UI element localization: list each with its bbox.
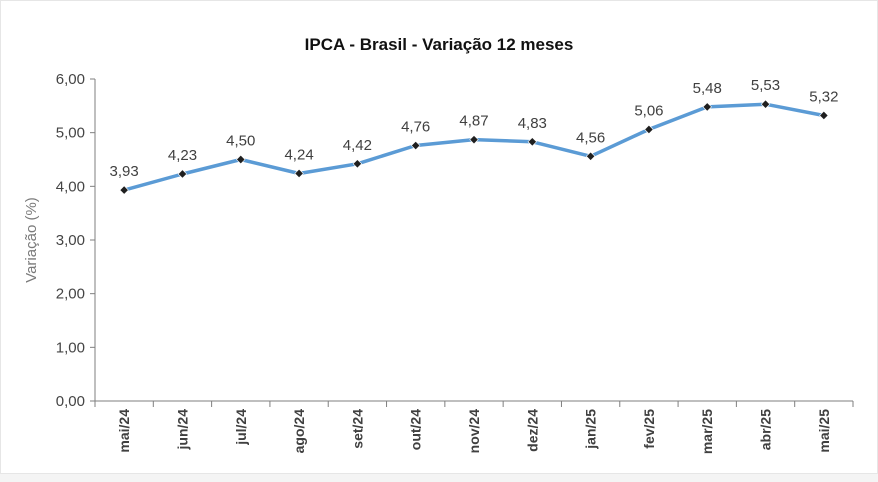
data-label: 4,76	[401, 119, 430, 136]
data-point-marker	[469, 134, 479, 145]
y-axis-ticks: 0,00 1,00 2,00 3,00 4,00 5,00 6,00	[56, 71, 95, 410]
x-tick-label: nov/24	[466, 409, 482, 454]
x-tick-label: mai/25	[816, 409, 832, 453]
data-point-marker	[702, 102, 712, 112]
x-tick-label: jan/25	[583, 409, 599, 450]
y-tick-label: 4,00	[56, 178, 85, 195]
y-axis-label: Variação (%)	[23, 197, 40, 283]
data-label: 4,87	[459, 113, 488, 130]
x-tick-label: ago/24	[291, 409, 307, 454]
x-tick-label: mar/25	[699, 409, 715, 454]
data-point-marker	[177, 169, 188, 179]
chart-title: IPCA - Brasil - Variação 12 meses	[304, 35, 574, 54]
x-tick-label: fev/25	[641, 409, 657, 449]
data-point-marker	[585, 151, 596, 161]
data-point-marker	[119, 185, 129, 195]
y-tick-label: 0,00	[56, 393, 85, 410]
data-label: 4,23	[168, 147, 197, 164]
data-point-marker	[819, 110, 829, 121]
data-point-marker	[760, 99, 771, 109]
data-label: 4,83	[518, 115, 547, 132]
x-tick-label: out/24	[408, 409, 424, 450]
x-tick-label: set/24	[349, 409, 365, 449]
data-label: 5,32	[809, 88, 838, 105]
data-label: 4,42	[343, 137, 372, 154]
data-label: 5,06	[634, 102, 663, 119]
data-label: 3,93	[110, 163, 139, 180]
x-tick-label: jul/24	[233, 409, 249, 446]
data-label: 4,56	[576, 129, 605, 146]
y-tick-label: 6,00	[56, 71, 85, 88]
data-label: 5,48	[693, 80, 722, 97]
y-tick-label: 1,00	[56, 339, 85, 356]
data-point-marker	[294, 168, 304, 179]
y-tick-label: 3,00	[56, 232, 85, 249]
data-point-marker	[411, 140, 421, 151]
x-tick-label: abr/25	[758, 409, 774, 450]
y-tick-label: 5,00	[56, 125, 85, 142]
series	[119, 99, 829, 195]
x-axis-ticks: mai/24 jun/24 jul/24 ago/24 set/24 out/24 nov/…	[94, 401, 854, 454]
data-point-marker	[352, 159, 363, 169]
data-point-marker	[644, 124, 654, 135]
data-labels: 3,93 4,23 4,50 4,24 4,42 4,76 4,87 4,83 4,56 5,06…	[110, 77, 839, 180]
data-label: 4,50	[226, 133, 255, 150]
x-tick-label: mai/24	[116, 409, 132, 453]
data-label: 5,53	[751, 77, 780, 94]
x-tick-label: dez/24	[524, 409, 540, 452]
x-tick-label: jun/24	[174, 409, 190, 451]
data-point-marker	[236, 154, 246, 165]
data-label: 4,24	[284, 146, 313, 163]
data-point-marker	[527, 137, 537, 147]
y-tick-label: 2,00	[56, 286, 85, 303]
